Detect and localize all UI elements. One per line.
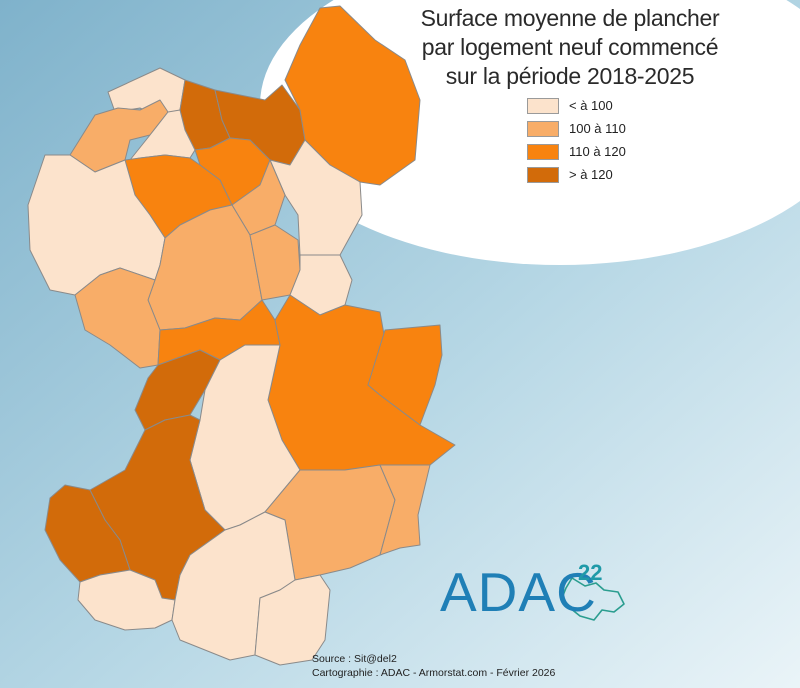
legend-swatch — [527, 120, 559, 137]
legend-item: 110 à 120 — [527, 140, 626, 163]
title-line-1: Surface moyenne de plancher — [420, 5, 720, 31]
legend-item: 100 à 110 — [527, 117, 626, 140]
legend-swatch — [527, 166, 559, 183]
region-e-right — [367, 324, 443, 426]
legend-label: > à 120 — [569, 167, 613, 182]
map-title: Surface moyenne de plancher par logement… — [405, 4, 735, 91]
source-text: Source : Sit@del2 — [312, 653, 397, 665]
legend: < à 100 100 à 110 110 à 120 > à 120 — [527, 94, 626, 186]
credits: Source : Sit@del2 Cartographie : ADAC - … — [312, 652, 555, 680]
adac-logo: ADAC — [440, 561, 597, 623]
title-line-2: par logement neuf commencé — [421, 34, 719, 60]
legend-item: < à 100 — [527, 94, 626, 117]
regions-layer — [27, 5, 456, 666]
legend-label: 110 à 120 — [569, 144, 626, 159]
logo-mark — [561, 577, 625, 621]
title-line-3: sur la période 2018-2025 — [445, 63, 695, 89]
region-s-bottom-right — [254, 574, 331, 666]
legend-label: < à 100 — [569, 98, 613, 113]
legend-swatch — [527, 97, 559, 114]
region-se-right — [379, 464, 431, 556]
legend-label: 100 à 110 — [569, 121, 626, 136]
cartography-text: Cartographie : ADAC - Armorstat.com - Fé… — [312, 667, 556, 679]
region-ne-mid — [269, 139, 363, 256]
legend-item: > à 120 — [527, 163, 626, 186]
adac-logo-number: 22 — [578, 560, 603, 585]
legend-swatch — [527, 143, 559, 160]
